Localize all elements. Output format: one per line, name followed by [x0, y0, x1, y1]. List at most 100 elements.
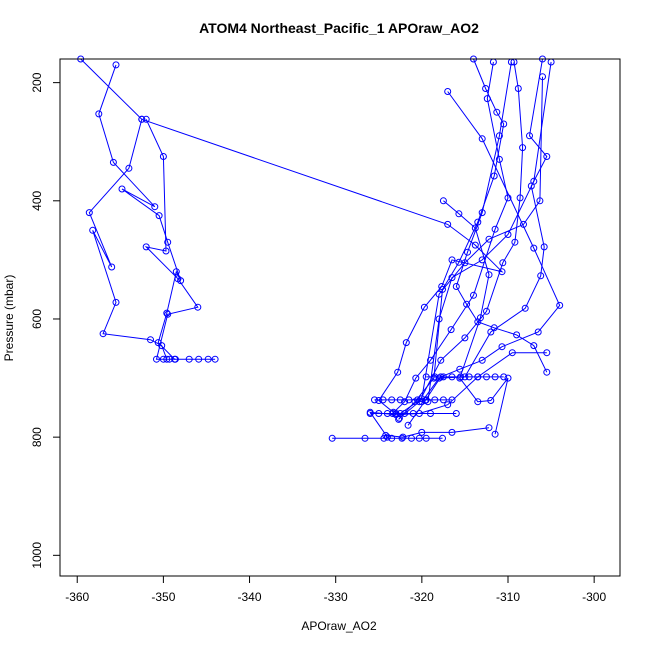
data-point	[159, 153, 167, 160]
data-point	[448, 428, 456, 436]
series-line	[398, 58, 505, 420]
y-tick-label: 800	[30, 427, 44, 447]
data-point	[382, 431, 390, 439]
data-point	[536, 197, 544, 205]
data-point	[447, 326, 455, 334]
data-point	[508, 349, 516, 357]
data-point	[495, 132, 503, 140]
data-point	[401, 410, 409, 417]
series-13	[366, 349, 551, 441]
y-tick-label: 1000	[30, 542, 44, 569]
data-point	[498, 343, 506, 351]
data-point	[500, 373, 508, 381]
data-point	[420, 303, 428, 311]
data-point	[142, 243, 150, 251]
data-point	[490, 172, 498, 180]
data-point	[402, 339, 410, 347]
data-point	[418, 428, 426, 436]
series-line	[421, 58, 548, 402]
data-point	[526, 132, 533, 140]
data-point	[448, 256, 456, 264]
data-point	[457, 373, 465, 381]
data-point	[388, 396, 396, 404]
data-point	[204, 355, 212, 363]
data-point	[504, 374, 512, 382]
data-point	[195, 355, 203, 363]
data-point	[530, 342, 538, 350]
data-point	[383, 410, 391, 417]
data-point	[435, 290, 443, 298]
data-point	[118, 185, 126, 193]
data-point	[328, 434, 336, 442]
y-tick-label: 600	[30, 309, 44, 329]
series-line	[385, 427, 490, 438]
data-point	[521, 304, 529, 312]
data-point	[485, 271, 493, 279]
data-point	[394, 368, 402, 376]
data-point	[431, 396, 439, 404]
data-point	[153, 355, 160, 363]
data-point	[409, 410, 417, 417]
data-point	[483, 373, 490, 381]
data-point	[483, 95, 491, 103]
data-point	[164, 238, 172, 246]
series-4	[439, 197, 512, 438]
data-point	[483, 307, 490, 315]
data-point	[539, 73, 546, 81]
data-point	[439, 373, 447, 381]
plot-frame	[59, 58, 621, 577]
data-point	[478, 209, 486, 217]
data-point	[444, 220, 452, 228]
data-point	[375, 397, 383, 404]
data-point	[439, 197, 447, 205]
data-point	[172, 268, 180, 276]
series-15	[382, 424, 493, 441]
series-line	[144, 119, 199, 360]
data-point	[498, 268, 506, 276]
data-point	[485, 424, 493, 432]
data-point	[422, 396, 430, 404]
data-point	[151, 203, 159, 211]
data-point	[478, 135, 486, 143]
x-tick-label: -340	[238, 590, 262, 604]
y-tick-label: 200	[30, 72, 44, 92]
data-point	[543, 349, 551, 357]
data-point	[99, 330, 107, 338]
data-point	[493, 108, 501, 116]
data-point	[404, 421, 412, 429]
data-point	[112, 61, 120, 69]
data-point	[456, 374, 464, 382]
data-point	[171, 355, 179, 363]
series-18	[366, 410, 460, 417]
data-point	[511, 238, 519, 246]
data-point	[108, 263, 116, 271]
x-tick-label: -300	[582, 590, 606, 604]
x-tick-label: -330	[324, 590, 348, 604]
data-point	[556, 301, 564, 309]
series-line	[455, 61, 548, 373]
data-point	[427, 410, 434, 417]
data-point	[439, 396, 447, 404]
series-17	[371, 396, 456, 404]
x-axis: -360 -350 -340 -330 -320 -310 -300	[65, 576, 606, 604]
data-point	[470, 291, 477, 299]
series-9	[452, 58, 551, 376]
series-line	[80, 58, 168, 360]
y-axis-label: Pressure (mbar)	[2, 275, 16, 362]
data-point	[491, 225, 499, 233]
data-point	[194, 303, 202, 311]
data-point	[543, 153, 551, 160]
data-point	[513, 331, 521, 339]
series-2	[142, 115, 202, 363]
data-point	[147, 336, 154, 344]
data-point	[500, 120, 508, 128]
data-point	[388, 434, 396, 442]
data-point	[456, 365, 464, 373]
data-point	[448, 274, 456, 282]
series-line	[427, 61, 552, 402]
data-point	[487, 328, 495, 336]
data-point	[444, 88, 452, 95]
data-point	[422, 373, 430, 381]
data-point	[439, 285, 446, 293]
